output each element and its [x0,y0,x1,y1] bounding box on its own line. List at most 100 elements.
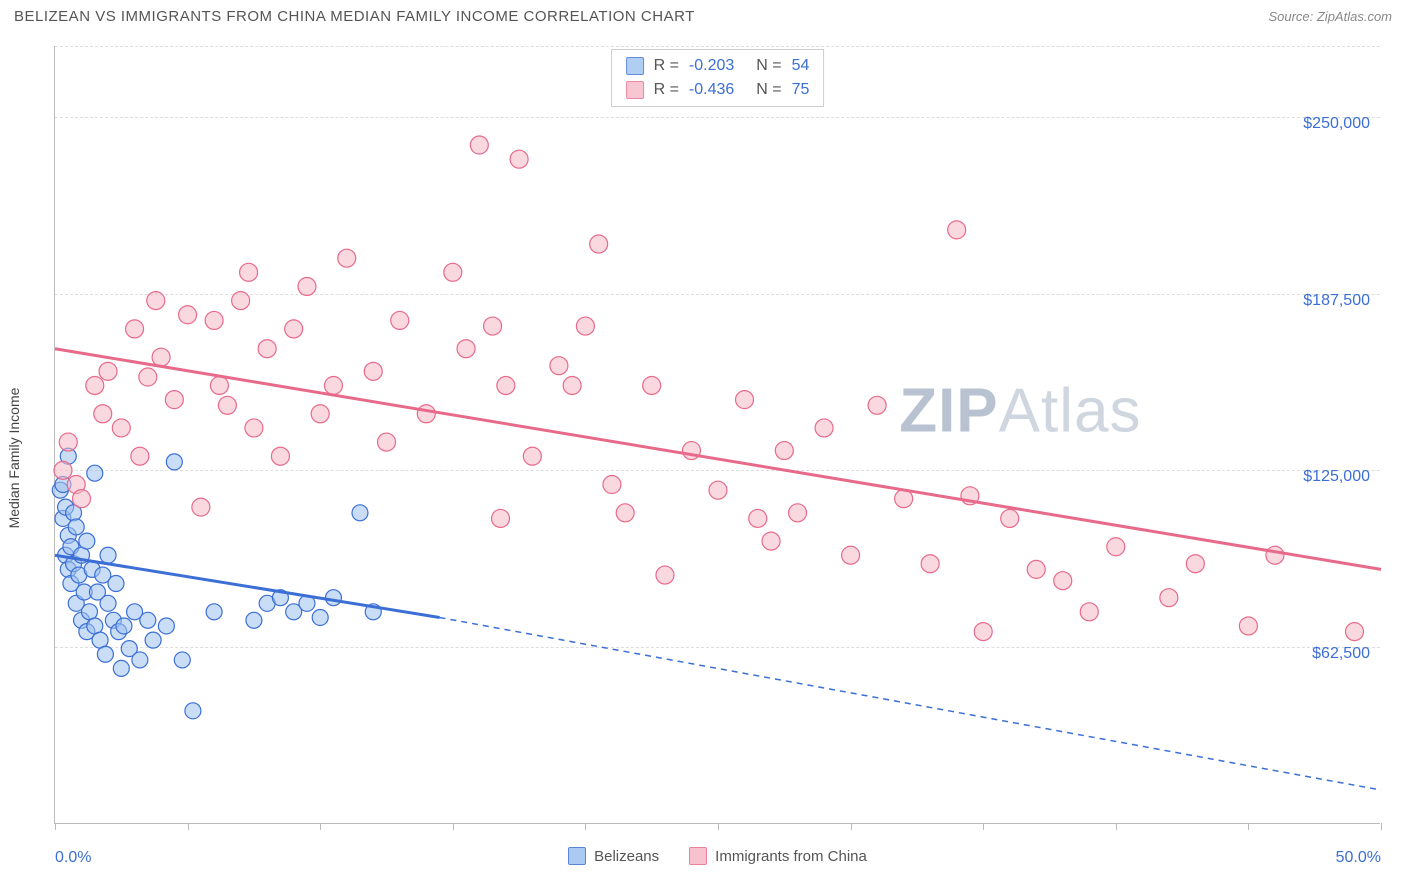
data-point [205,311,223,329]
legend-swatch [689,847,707,865]
data-point [510,150,528,168]
data-point [179,306,197,324]
x-tick [188,823,189,830]
data-point [232,292,250,310]
data-point [285,320,303,338]
data-point [113,660,129,676]
correlation-stats-box: R = -0.203N = 54R = -0.436N = 75 [611,49,825,107]
data-point [616,504,634,522]
data-point [206,604,222,620]
x-tick [453,823,454,830]
data-point [246,612,262,628]
data-point [100,547,116,563]
plot-svg [55,46,1380,823]
data-point [470,136,488,154]
data-point [974,623,992,641]
data-point [762,532,780,550]
data-point [590,235,608,253]
data-point [378,433,396,451]
data-point [192,498,210,516]
chart-header: BELIZEAN VS IMMIGRANTS FROM CHINA MEDIAN… [0,0,1406,31]
data-point [842,546,860,564]
regression-line [55,349,1381,570]
data-point [324,376,342,394]
legend-label: Belizeans [594,848,659,865]
stats-R-label: R = [654,78,679,102]
x-tick [1248,823,1249,830]
data-point [311,405,329,423]
data-point [948,221,966,239]
data-point [749,509,767,527]
y-tick-label: $62,500 [1312,645,1370,663]
y-tick-label: $250,000 [1303,115,1370,133]
data-point [145,632,161,648]
data-point [815,419,833,437]
x-tick [718,823,719,830]
data-point [166,454,182,470]
data-point [457,340,475,358]
data-point [298,277,316,295]
data-point [68,519,84,535]
data-point [87,465,103,481]
data-point [152,348,170,366]
stats-row: R = -0.203 N = 54 [626,54,810,78]
data-point [210,376,228,394]
data-point [174,652,190,668]
data-point [352,505,368,521]
data-point [126,320,144,338]
x-tick [320,823,321,830]
stats-R-label: R = [654,54,679,78]
data-point [484,317,502,335]
data-point [921,555,939,573]
regression-extrapolation [440,617,1381,790]
data-point [656,566,674,584]
data-point [147,292,165,310]
data-point [59,433,77,451]
data-point [240,263,258,281]
x-tick [55,823,56,830]
data-point [550,357,568,375]
legend-item: Immigrants from China [689,847,867,865]
source-label: Source: ZipAtlas.com [1268,9,1392,24]
x-tick [585,823,586,830]
data-point [325,590,341,606]
chart-container: Median Family Income ZIPAtlas R = -0.203… [14,38,1392,878]
data-point [185,703,201,719]
data-point [1080,603,1098,621]
data-point [271,447,289,465]
data-point [73,490,91,508]
data-point [868,396,886,414]
data-point [131,447,149,465]
data-point [643,376,661,394]
legend-swatch [568,847,586,865]
legend-label: Immigrants from China [715,848,867,865]
stats-R-value: -0.203 [689,54,734,78]
data-point [245,419,263,437]
data-point [603,476,621,494]
data-point [218,396,236,414]
x-tick [851,823,852,830]
data-point [1001,509,1019,527]
y-tick-label: $125,000 [1303,468,1370,486]
data-point [364,362,382,380]
x-tick [1116,823,1117,830]
data-point [338,249,356,267]
data-point [132,652,148,668]
data-point [139,368,157,386]
data-point [86,376,104,394]
data-point [100,595,116,611]
data-point [576,317,594,335]
data-point [312,609,328,625]
data-point [736,391,754,409]
stats-N-value: 54 [792,54,810,78]
y-axis-label: Median Family Income [6,388,22,529]
data-point [789,504,807,522]
data-point [497,376,515,394]
data-point [108,576,124,592]
data-point [417,405,435,423]
data-point [492,509,510,527]
stats-swatch [626,57,644,75]
stats-N-label: N = [756,54,781,78]
data-point [563,376,581,394]
x-tick [1381,823,1382,830]
